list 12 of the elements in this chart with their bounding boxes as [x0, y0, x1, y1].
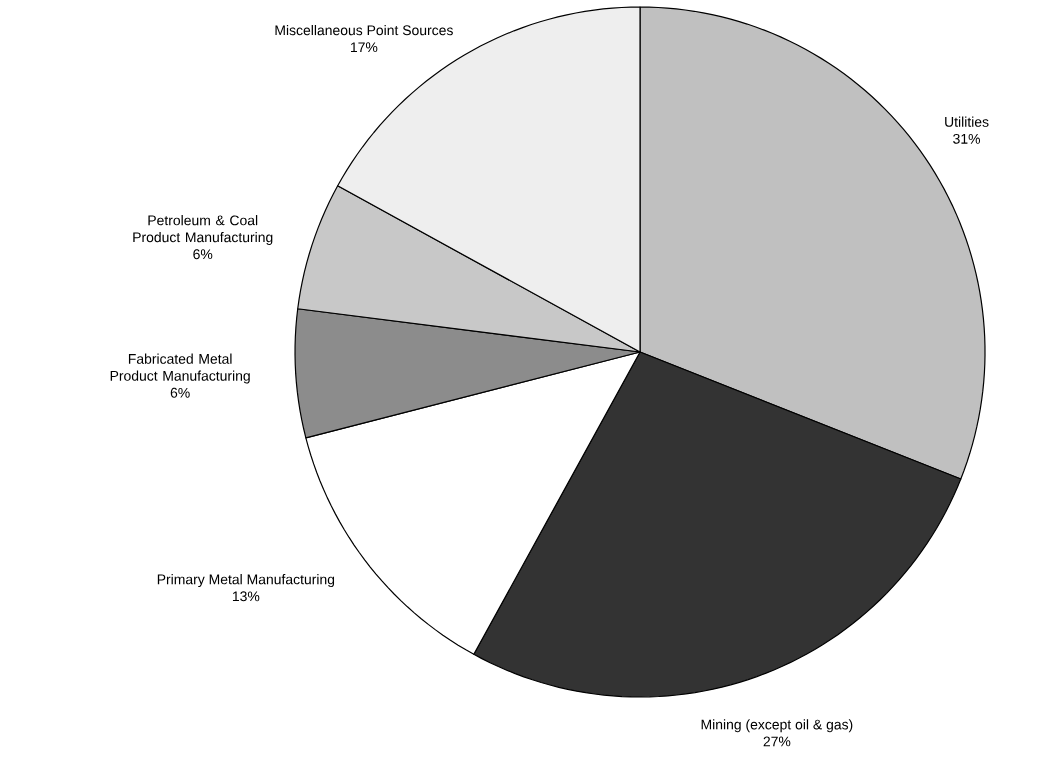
- slice-label: Mining (except oil & gas): [701, 719, 853, 733]
- data-label: 31%: [953, 133, 981, 144]
- slice-label: Miscellaneous Point Sources: [275, 24, 453, 36]
- slice-label: Fabricated Metal Product Manufacturing: [110, 353, 250, 384]
- slice-label: Primary Metal Manufacturing: [157, 574, 335, 588]
- data-label: 17%: [351, 42, 378, 53]
- data-label: 6%: [170, 387, 190, 398]
- data-label: 6%: [193, 249, 213, 260]
- data-label: 27%: [763, 736, 791, 747]
- slice-label: Petroleum & Coal Product Manufacturing: [133, 215, 273, 245]
- slice-label: Utilities: [945, 116, 989, 127]
- data-label: 13%: [232, 591, 260, 602]
